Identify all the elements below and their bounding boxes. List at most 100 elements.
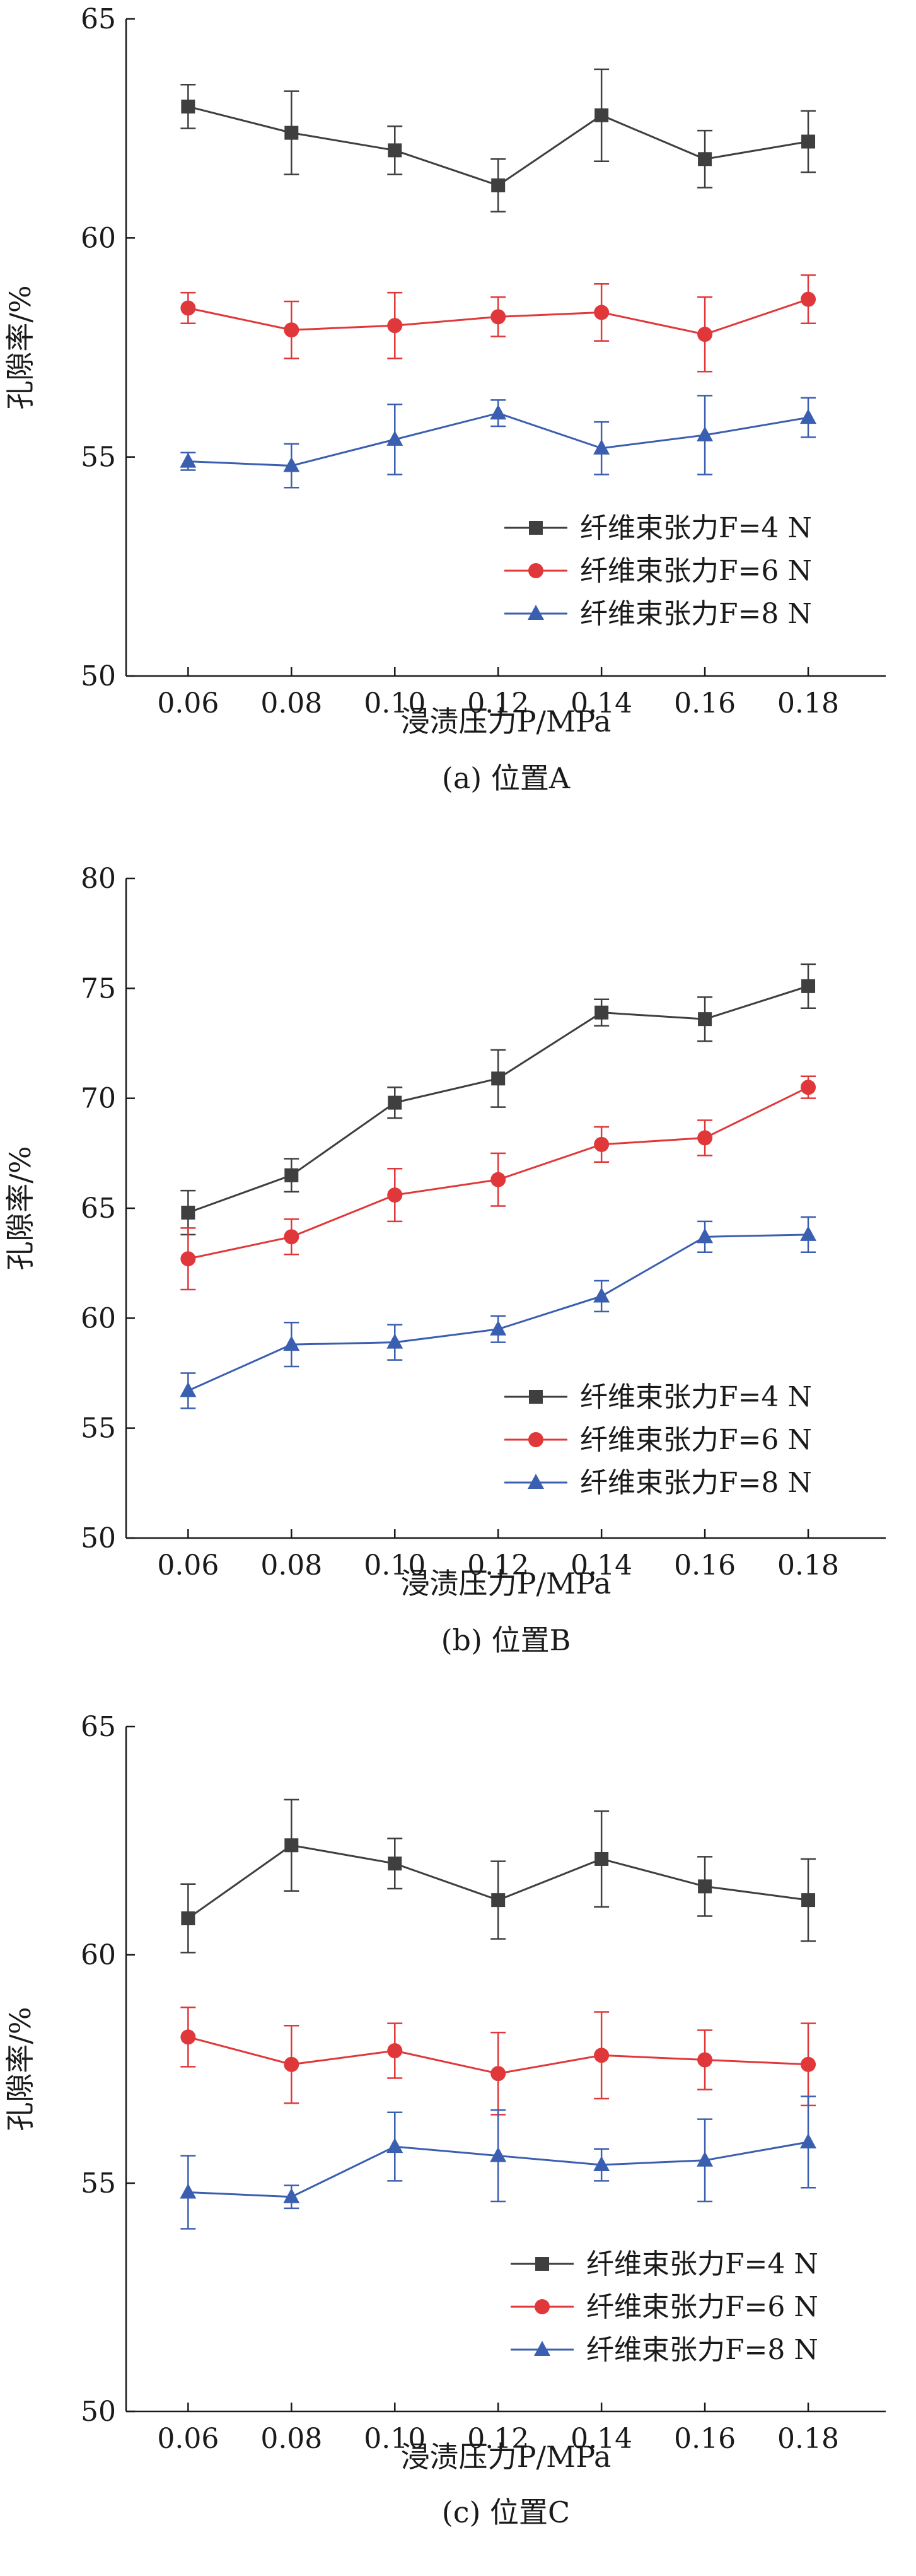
series-3 (180, 395, 817, 489)
data-point (800, 409, 817, 424)
data-point (284, 1168, 299, 1182)
data-point (284, 1229, 299, 1245)
x-tick-label: 0.06 (157, 1549, 219, 1582)
data-point (490, 404, 507, 420)
data-point (697, 1228, 714, 1244)
x-axis-label: 浸渍压力P/MPa (401, 1566, 612, 1600)
data-point (180, 300, 196, 316)
data-point (180, 2029, 196, 2045)
x-tick-label: 0.06 (157, 2423, 219, 2455)
legend-label: 纤维束张力F=4 N (586, 2248, 818, 2280)
y-tick-label: 65 (81, 1192, 116, 1225)
data-point (594, 2048, 610, 2063)
x-tick-label: 0.06 (157, 687, 219, 720)
data-point (284, 322, 299, 338)
data-point (594, 305, 610, 320)
data-point (181, 1205, 195, 1220)
legend-item: 纤维束张力F=4 N (511, 2248, 818, 2280)
data-point (387, 2043, 403, 2059)
data-point (593, 2156, 610, 2172)
y-tick-label: 50 (81, 1522, 116, 1554)
legend-item: 纤维束张力F=8 N (504, 598, 812, 630)
data-point (490, 1320, 507, 1336)
legend-label: 纤维束张力F=4 N (580, 512, 812, 544)
series-2 (180, 274, 816, 373)
x-tick-label: 0.16 (674, 1549, 736, 1582)
data-point (697, 327, 713, 342)
data-point (388, 143, 402, 158)
data-point (283, 1336, 300, 1351)
x-tick-label: 0.12 (467, 1549, 529, 1582)
legend-item: 纤维束张力F=6 N (504, 1424, 812, 1456)
data-point (388, 1095, 402, 1110)
chart-caption: (c) 位置C (442, 2495, 570, 2529)
data-point (284, 1838, 299, 1853)
data-point (181, 99, 195, 114)
x-tick-label: 0.14 (571, 687, 632, 720)
x-tick-label: 0.18 (777, 687, 839, 720)
data-point (387, 1187, 403, 1203)
data-point (283, 457, 300, 472)
data-point (386, 2138, 403, 2153)
y-tick-label: 60 (81, 1939, 116, 1971)
series-2 (180, 1075, 816, 1291)
y-tick-label: 65 (81, 1711, 116, 1743)
data-point (697, 426, 714, 441)
data-point (594, 108, 609, 122)
series-3 (180, 2095, 817, 2230)
data-point (386, 430, 403, 446)
data-point (594, 1851, 609, 1866)
series-1 (180, 68, 816, 213)
legend-marker (528, 1474, 544, 1489)
x-tick-label: 0.16 (674, 687, 736, 720)
x-tick-label: 0.10 (364, 687, 426, 720)
x-axis-label: 浸渍压力P/MPa (401, 704, 612, 738)
y-axis-label: 孔隙率/% (3, 1146, 37, 1270)
chart-caption: (a) 位置A (442, 761, 571, 795)
data-point (801, 1080, 816, 1095)
x-axis-label: 浸渍压力P/MPa (401, 2440, 612, 2474)
series-1 (180, 1798, 816, 1954)
data-point (801, 979, 816, 993)
y-tick-label: 50 (81, 2396, 116, 2428)
data-point (180, 2183, 197, 2199)
data-point (490, 309, 506, 325)
series-2 (180, 2007, 816, 2116)
series-1 (180, 963, 816, 1236)
chart-caption: (b) 位置B (441, 1623, 571, 1657)
data-point (800, 2133, 817, 2148)
data-point (697, 2151, 714, 2167)
y-tick-label: 55 (81, 441, 116, 474)
legend-label: 纤维束张力F=4 N (580, 1381, 812, 1413)
x-tick-label: 0.08 (260, 687, 322, 720)
x-tick-label: 0.08 (260, 1549, 322, 1582)
data-point (698, 1012, 712, 1027)
y-tick-label: 50 (81, 660, 116, 692)
x-tick-label: 0.10 (364, 2423, 426, 2455)
data-point (180, 452, 197, 468)
legend-marker (535, 2257, 549, 2271)
data-point (490, 2147, 507, 2162)
legend-item: 纤维束张力F=6 N (511, 2291, 818, 2323)
y-tick-label: 60 (81, 222, 116, 254)
legend-item: 纤维束张力F=8 N (504, 1467, 812, 1499)
data-point (697, 1130, 713, 1146)
chart-panel-c: 50 55 60 65 0.06 0.08 0.10 0.12 0.14 0.16 0.18 浸渍压力… (3, 1711, 886, 2529)
data-point (698, 1879, 712, 1894)
legend-marker (528, 1432, 543, 1447)
legend-marker (528, 563, 543, 578)
legend-marker (528, 605, 544, 620)
data-point (801, 1893, 816, 1908)
x-tick-label: 0.14 (571, 2423, 632, 2455)
data-point (388, 1856, 402, 1871)
y-tick-label: 75 (81, 972, 116, 1005)
x-tick-label: 0.18 (777, 1549, 839, 1582)
legend-label: 纤维束张力F=6 N (580, 1424, 812, 1456)
y-tick-label: 55 (81, 2167, 116, 2200)
legend-marker (534, 2341, 550, 2356)
series-line (187, 1233, 809, 1392)
legend-label: 纤维束张力F=8 N (580, 598, 812, 630)
legend-label: 纤维束张力F=6 N (580, 555, 812, 587)
legend-label: 纤维束张力F=8 N (580, 1467, 812, 1499)
y-axis-label: 孔隙率/% (3, 2007, 37, 2131)
